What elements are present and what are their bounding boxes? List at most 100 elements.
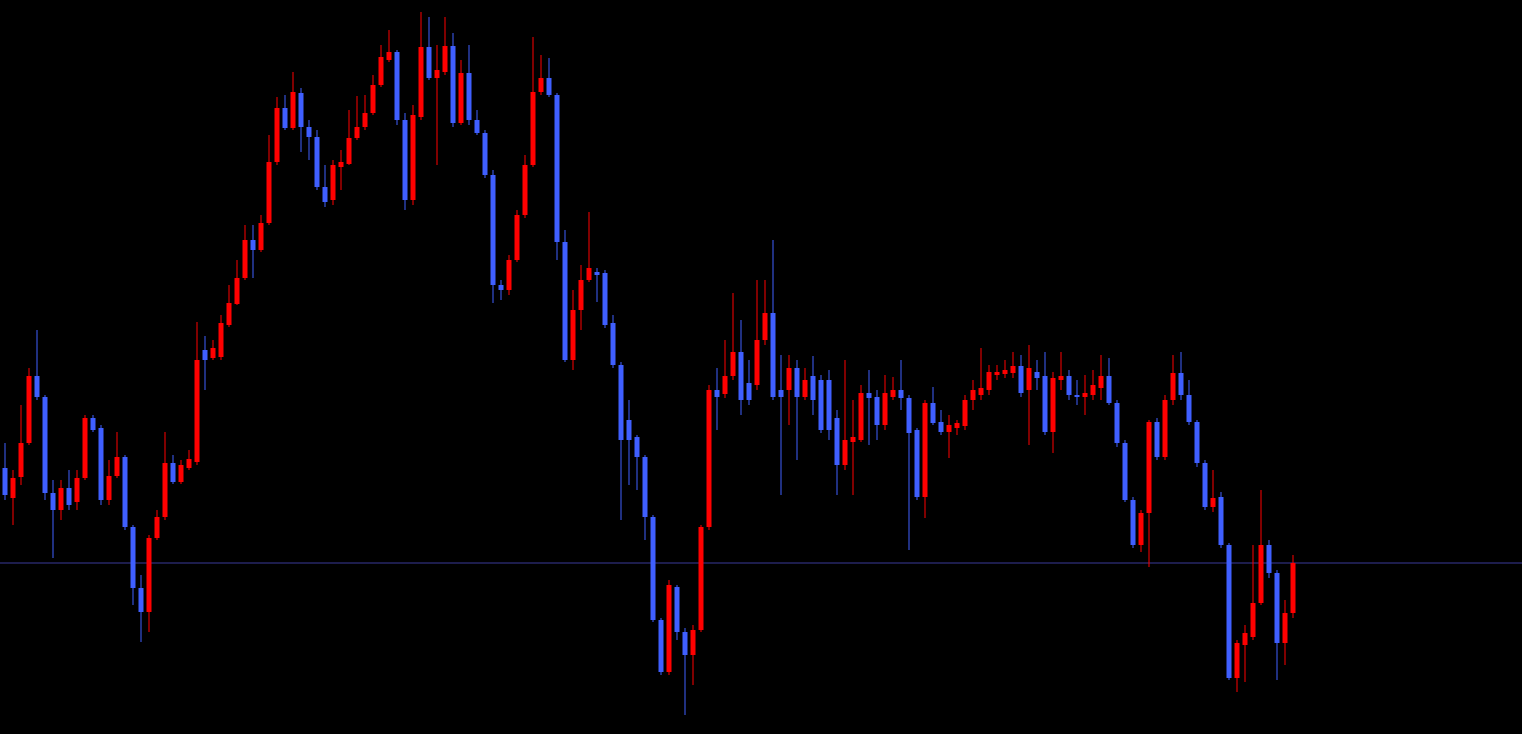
candle-body bbox=[634, 437, 640, 457]
candle-body bbox=[802, 380, 808, 397]
candle-body bbox=[642, 457, 648, 517]
candle-body bbox=[282, 108, 288, 128]
candle-body bbox=[1202, 463, 1208, 507]
candle-body bbox=[1290, 563, 1296, 613]
candle-body bbox=[794, 368, 800, 397]
candle-body bbox=[666, 585, 672, 672]
candle-body bbox=[714, 390, 720, 397]
candle-body bbox=[178, 465, 184, 482]
candle-body bbox=[202, 350, 208, 360]
candle-body bbox=[410, 115, 416, 200]
candle-body bbox=[338, 162, 344, 167]
candle-body bbox=[1114, 403, 1120, 443]
candle-body bbox=[682, 632, 688, 655]
candle-body bbox=[1186, 395, 1192, 422]
candle-body bbox=[226, 303, 232, 325]
candle-body bbox=[754, 340, 760, 385]
candle-body bbox=[466, 73, 472, 120]
candle-body bbox=[1218, 497, 1224, 545]
candle-body bbox=[954, 423, 960, 428]
candle-body bbox=[522, 165, 528, 215]
candle-body bbox=[914, 430, 920, 497]
candle-body bbox=[970, 390, 976, 400]
candle-body bbox=[1226, 545, 1232, 678]
candle-body bbox=[650, 517, 656, 620]
candle-body bbox=[450, 46, 456, 123]
candle-body bbox=[674, 587, 680, 632]
candle-body bbox=[1002, 370, 1008, 374]
candle-body bbox=[762, 313, 768, 340]
candle-body bbox=[506, 260, 512, 290]
candle-body bbox=[882, 393, 888, 425]
candle-body bbox=[138, 588, 144, 612]
candle-body bbox=[1090, 385, 1096, 395]
candle-body bbox=[314, 137, 320, 187]
candle-body bbox=[258, 223, 264, 250]
candle-body bbox=[1170, 373, 1176, 400]
candle-body bbox=[1122, 443, 1128, 500]
candle-body bbox=[570, 310, 576, 360]
candle-body bbox=[602, 273, 608, 325]
candle-body bbox=[1058, 376, 1064, 380]
candle-body bbox=[106, 476, 112, 500]
candle-body bbox=[1266, 545, 1272, 573]
candle-body bbox=[818, 380, 824, 430]
candle-body bbox=[394, 52, 400, 120]
candle-body bbox=[274, 108, 280, 162]
candle-body bbox=[266, 162, 272, 223]
candle-body bbox=[618, 365, 624, 440]
candle-body bbox=[842, 440, 848, 465]
candle-body bbox=[898, 390, 904, 398]
candle-body bbox=[82, 418, 88, 478]
candle-body bbox=[1082, 393, 1088, 397]
candle-body bbox=[1194, 422, 1200, 463]
candle-body bbox=[186, 459, 192, 468]
candle-body bbox=[1050, 378, 1056, 432]
candle-body bbox=[514, 215, 520, 260]
candle-body bbox=[538, 78, 544, 92]
candle-body bbox=[242, 240, 248, 278]
candle-body bbox=[482, 133, 488, 175]
candle-body bbox=[578, 280, 584, 310]
candle-body bbox=[498, 285, 504, 290]
candle-body bbox=[746, 383, 752, 400]
candle-body bbox=[850, 437, 856, 442]
candle-body bbox=[1010, 366, 1016, 373]
candle-body bbox=[58, 488, 64, 510]
candle-body bbox=[1034, 372, 1040, 378]
candle-body bbox=[306, 127, 312, 137]
candle-body bbox=[330, 165, 336, 200]
candle-body bbox=[98, 428, 104, 500]
candle-body bbox=[146, 538, 152, 612]
candle-body bbox=[594, 272, 600, 275]
candle-body bbox=[418, 47, 424, 117]
candle-body bbox=[370, 85, 376, 113]
candle-body bbox=[658, 620, 664, 672]
candle-body bbox=[986, 372, 992, 390]
candle-body bbox=[362, 113, 368, 127]
candle-body bbox=[722, 376, 728, 394]
candle-body bbox=[930, 403, 936, 423]
candle-body bbox=[530, 92, 536, 165]
candle-body bbox=[690, 630, 696, 655]
candle-body bbox=[1066, 376, 1072, 395]
candle-body bbox=[42, 397, 48, 493]
candle-body bbox=[858, 393, 864, 440]
candle-body bbox=[1234, 643, 1240, 678]
candle-body bbox=[74, 478, 80, 502]
candle-body bbox=[866, 393, 872, 398]
candle-body bbox=[426, 47, 432, 78]
candle-body bbox=[738, 352, 744, 400]
candle-body bbox=[698, 527, 704, 630]
candle-body bbox=[978, 388, 984, 395]
candle-body bbox=[402, 120, 408, 200]
candle-body bbox=[1042, 376, 1048, 432]
candle-body bbox=[1154, 422, 1160, 457]
candle-body bbox=[938, 422, 944, 432]
candle-body bbox=[442, 46, 448, 72]
candle-body bbox=[298, 93, 304, 127]
candle-body bbox=[218, 323, 224, 357]
candle-body bbox=[474, 120, 480, 133]
